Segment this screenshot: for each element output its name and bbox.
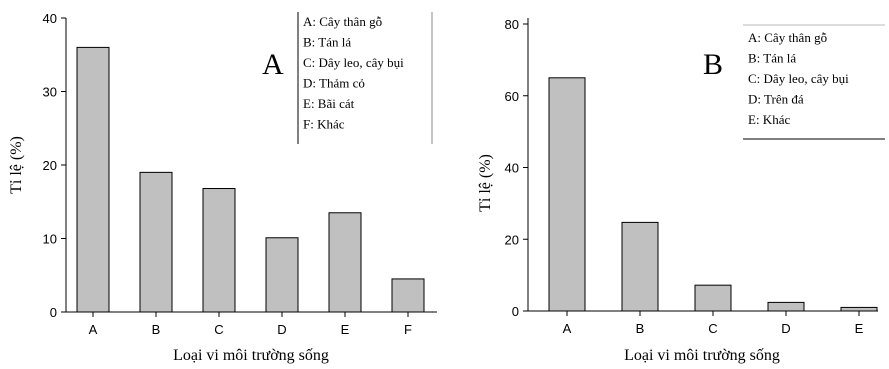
panel-a-bar-d xyxy=(265,237,299,313)
panel-b-bar-b xyxy=(621,221,659,312)
panel-a-legend: A: Cây thân gỗ B: Tán lá C: Dây leo, cây b… xyxy=(303,14,404,132)
panel-a-x-tick-label: B xyxy=(152,322,161,337)
panel-b-bar-d xyxy=(767,301,805,312)
panel-b-legend-item: E: Khác xyxy=(748,112,790,127)
panel-a-y-tick-label: 0 xyxy=(50,305,57,320)
panel-a-x-tick-label: D xyxy=(277,322,286,337)
panel-b-bar-a xyxy=(548,77,586,312)
panel-b-x-tick-label: D xyxy=(781,321,790,336)
panel-b-label: B xyxy=(703,48,723,81)
panel-b-legend-item: D: Trên đá xyxy=(748,92,804,107)
panel-b-x-axis-label: Loại vi môi trường sống xyxy=(624,347,780,364)
panel-a-legend-item: D: Thảm cỏ xyxy=(303,76,365,91)
panel-a-y-tick-label: 30 xyxy=(43,85,57,100)
panel-a-y-axis-label: Tỉ lệ (%) xyxy=(8,136,25,194)
chart-panel-a: 0 10 20 30 40 A B C D E F Loại vi môi trường sống… xyxy=(8,11,437,364)
panel-a-label: A xyxy=(262,48,284,81)
panel-a-x-tick-label: A xyxy=(89,322,98,337)
panel-a-y-tick-label: 20 xyxy=(43,158,57,173)
panel-a-x-tick-label: F xyxy=(404,322,412,337)
panel-b-x-tick-label: E xyxy=(855,321,864,336)
panel-b-y-tick-label: 60 xyxy=(505,89,519,104)
panel-a-x-ticks: A B C D E F xyxy=(89,312,412,337)
panel-a-x-tick-label: C xyxy=(214,322,223,337)
panel-a-legend-item: B: Tán lá xyxy=(303,35,351,50)
panel-a-bar-a xyxy=(76,46,110,313)
panel-b-bar-e xyxy=(840,306,878,312)
panel-b-bars xyxy=(548,77,878,312)
panel-a-bar-f xyxy=(391,278,425,313)
panel-b-x-tick-label: B xyxy=(636,321,645,336)
panel-b-legend-item: A: Cây thân gỗ xyxy=(748,30,827,45)
panel-a-x-tick-label: E xyxy=(341,322,350,337)
panel-a-bar-b xyxy=(139,171,173,313)
panel-b-y-ticks: 0 20 40 60 80 xyxy=(505,17,528,319)
panel-a-legend-item: A: Cây thân gỗ xyxy=(303,14,382,29)
panel-a-y-ticks: 0 10 20 30 40 xyxy=(43,11,66,320)
panel-a-bar-c xyxy=(202,188,236,313)
panel-a-y-tick-label: 40 xyxy=(43,11,57,26)
panel-b-x-ticks: A B C D E xyxy=(563,311,864,336)
panel-b-x-tick-label: A xyxy=(563,321,572,336)
panel-a-x-axis-label: Loại vi môi trường sống xyxy=(173,347,329,364)
panel-b-y-tick-label: 80 xyxy=(505,17,519,32)
panel-b-y-tick-label: 0 xyxy=(512,304,519,319)
panel-b-y-axis-label: Tỉ lệ (%) xyxy=(477,154,494,212)
panel-b-legend-item: C: Dây leo, cây bụi xyxy=(748,71,849,86)
panel-a-legend-item: F: Khác xyxy=(303,117,345,132)
panel-a-legend-item: E: Bãi cát xyxy=(303,96,355,111)
panel-a-bars xyxy=(76,46,425,313)
panel-a-legend-item: C: Dây leo, cây bụi xyxy=(303,55,404,70)
panel-b-y-tick-label: 20 xyxy=(505,232,519,247)
panel-b-legend-item: B: Tán lá xyxy=(748,51,796,66)
panel-b-legend: A: Cây thân gỗ B: Tán lá C: Dây leo, cây b… xyxy=(748,30,849,127)
panel-a-y-tick-label: 10 xyxy=(43,232,57,247)
panel-b-y-tick-label: 40 xyxy=(505,161,519,176)
panel-a-bar-e xyxy=(328,212,362,313)
panel-b-x-tick-label: C xyxy=(708,321,717,336)
panel-b-bar-c xyxy=(694,284,732,312)
